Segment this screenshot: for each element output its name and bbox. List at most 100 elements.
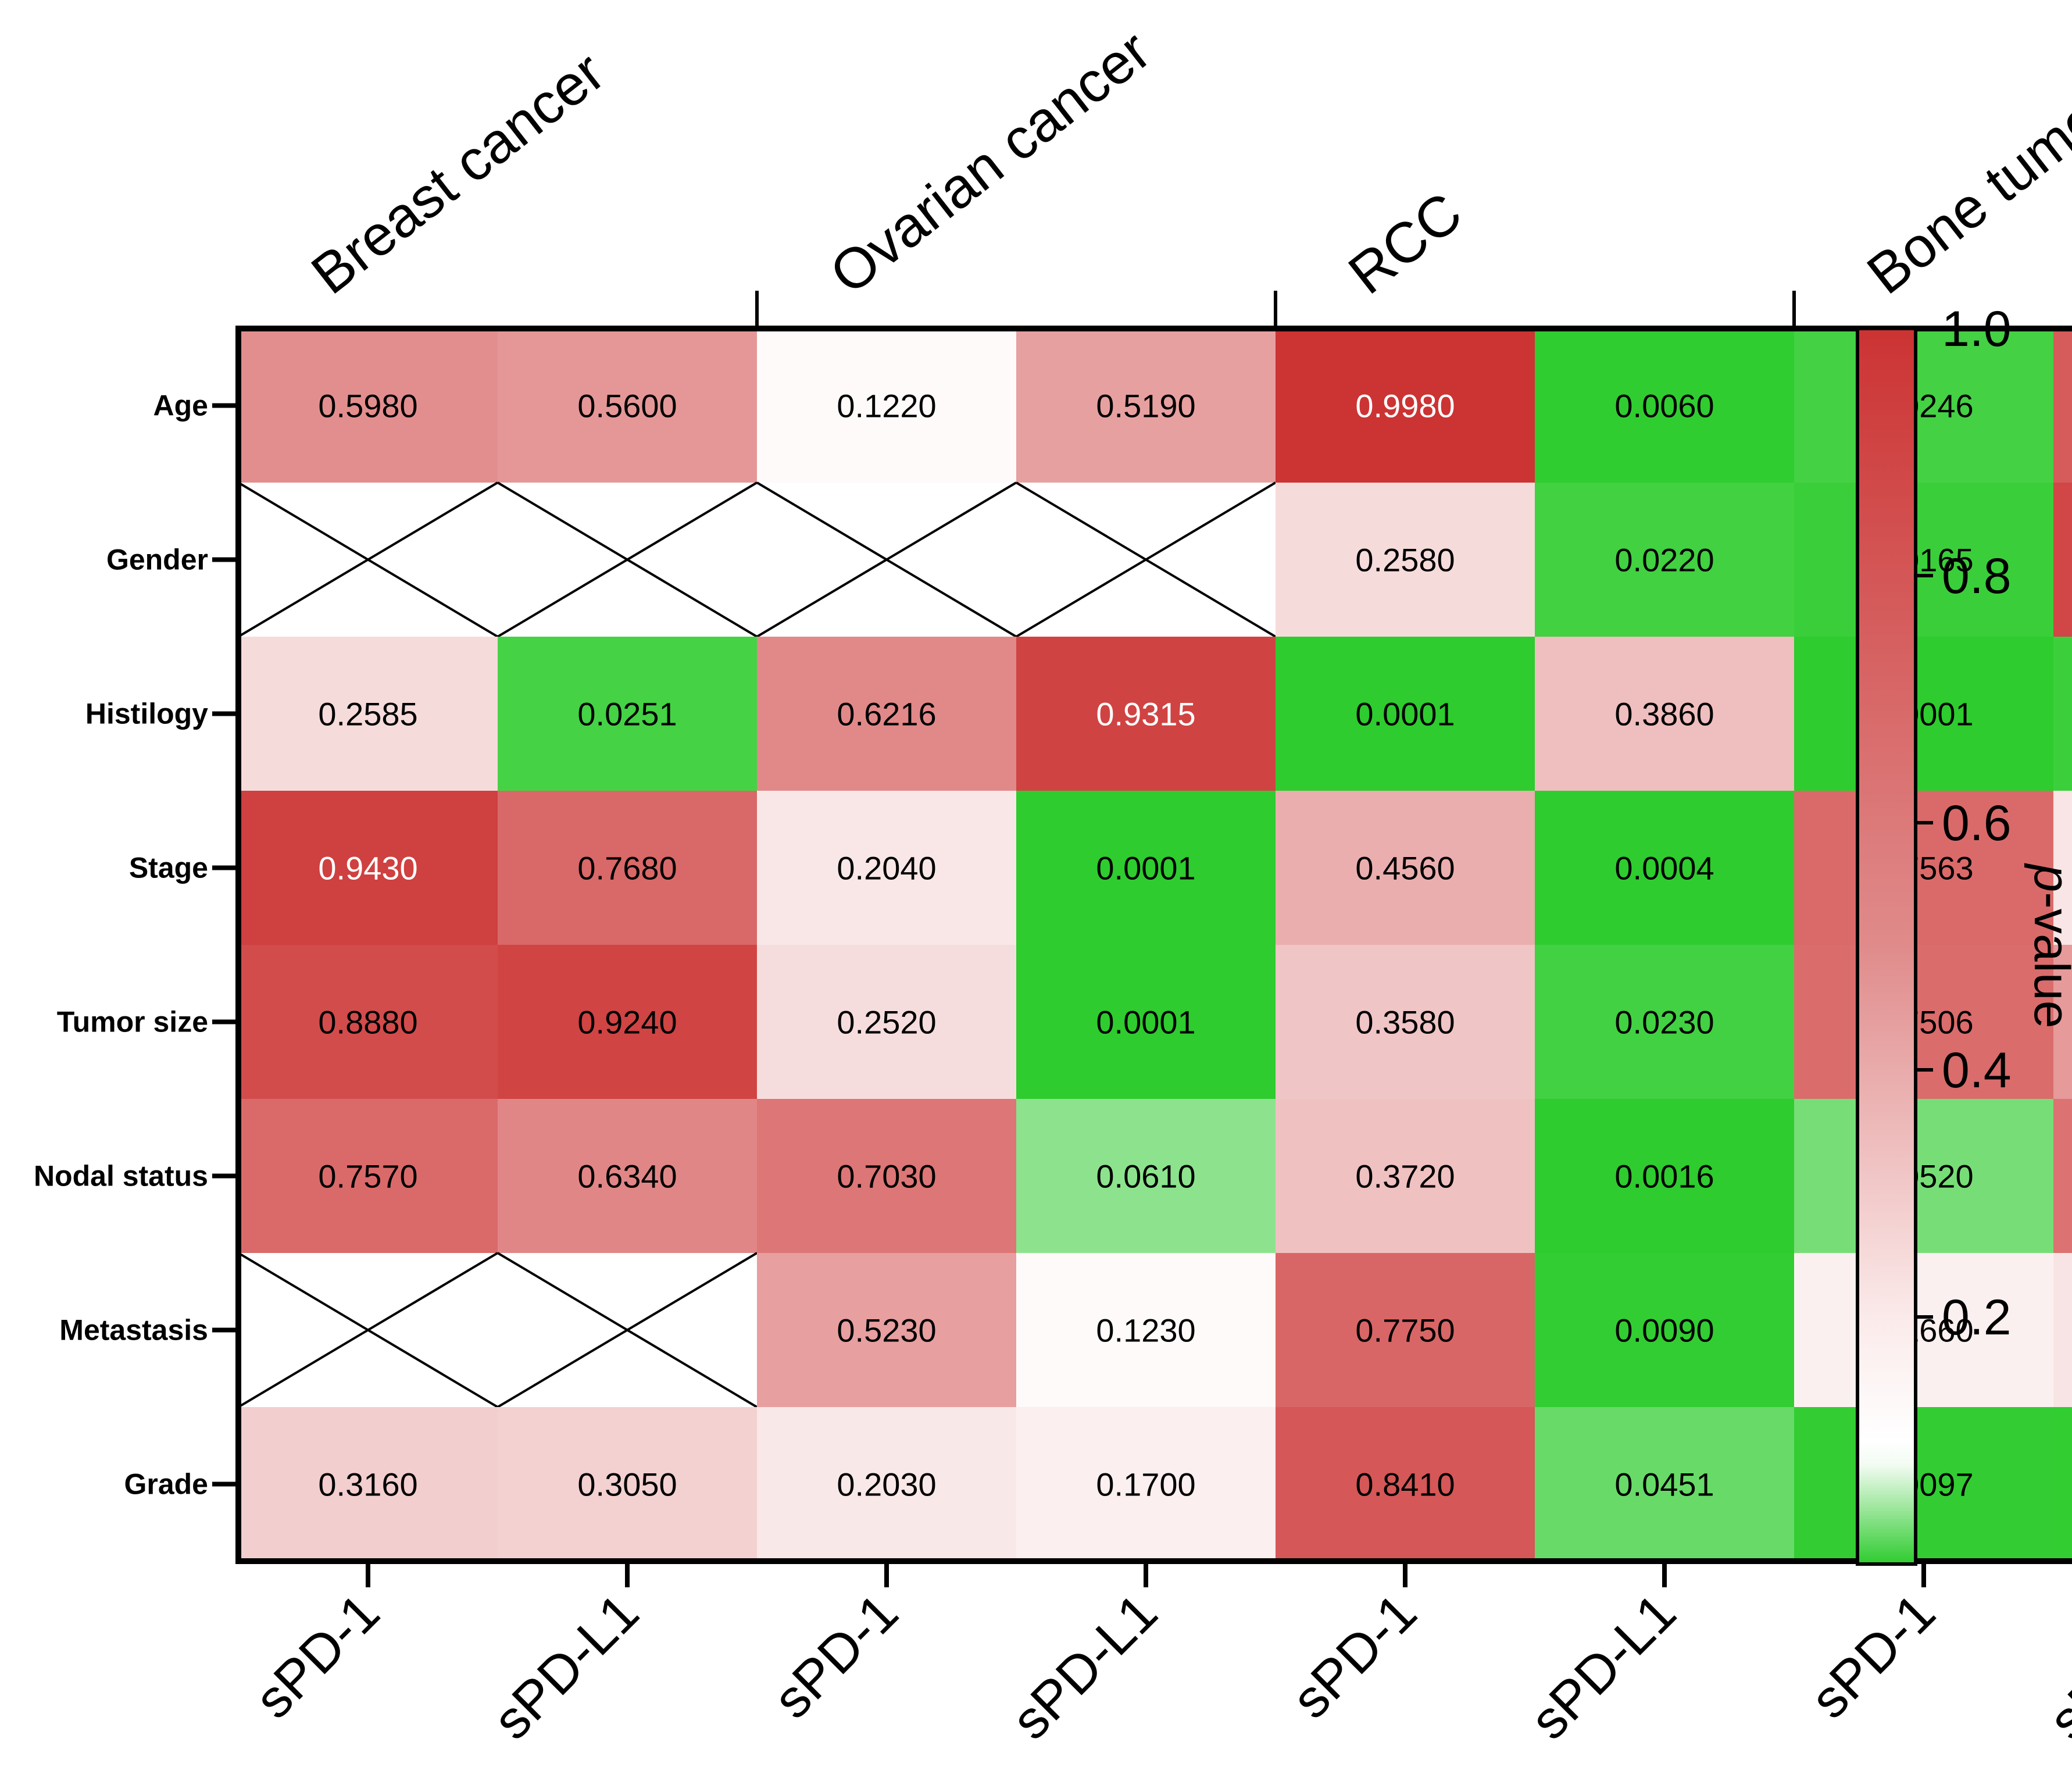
group-label: Bone tumors [1855, 57, 2072, 306]
heatmap-cell [1276, 1407, 1535, 1562]
cell-value: 0.0004 [1614, 850, 1714, 887]
heatmap-cell [2053, 791, 2072, 945]
cell-value: 0.0251 [577, 696, 677, 733]
heatmap-cell [2053, 483, 2072, 637]
cell-value: 0.9240 [577, 1004, 677, 1041]
heatmap-cell [1794, 1407, 2054, 1562]
heatmap-cell [498, 1099, 758, 1254]
cell-value: 0.0610 [1096, 1158, 1195, 1195]
heatmap-cell [1276, 637, 1535, 791]
row-label: Age [153, 390, 208, 422]
heatmap-cell [1535, 637, 1795, 791]
cell-value: 0.7570 [318, 1158, 417, 1195]
cell-value: 0.5230 [837, 1312, 936, 1349]
colorbar-tick-label: 0.2 [1942, 1290, 2012, 1345]
column-label: sPD-L1 [2038, 1583, 2072, 1751]
heatmap-frame [235, 291, 2072, 1587]
heatmap-cell [1794, 945, 2054, 1099]
cell-value: 0.0060 [1614, 388, 1714, 424]
heatmap-cell [238, 945, 498, 1099]
cell-value: 0.5980 [318, 388, 417, 424]
colorbar-title: p-value [2024, 862, 2072, 1028]
cell-value: 0.6216 [837, 696, 936, 733]
heatmap-cell [2053, 329, 2072, 483]
cell-value: 0.1700 [1096, 1466, 1195, 1503]
heatmap-cell [757, 1407, 1017, 1562]
group-label: RCC [1337, 180, 1473, 306]
cell-value: 0.0016 [1614, 1158, 1714, 1195]
row-label: Stage [129, 852, 208, 884]
column-label: sPD-L1 [482, 1583, 650, 1751]
group-labels: Breast cancer Ovarian cancer RCC Bone tumor… [299, 18, 2072, 306]
row-labels: Age Gender Histilogy Stage Tumor size Nodal s… [34, 390, 238, 1501]
cell-value: 0.7750 [1355, 1312, 1455, 1349]
heatmap-cell [498, 637, 758, 791]
row-label: Gender [106, 544, 208, 576]
heatmap-cell [1535, 1253, 1795, 1408]
cell-value: 0.2030 [837, 1466, 936, 1503]
heatmap-cell [757, 791, 1017, 945]
column-label: sPD-1 [762, 1583, 909, 1730]
heatmap-cell [1794, 1253, 2054, 1408]
heatmap-cell [238, 1099, 498, 1254]
heatmap-cell [1016, 945, 1276, 1099]
empty-cell-cross [237, 481, 499, 638]
cell-value: 0.2040 [837, 850, 936, 887]
cell-value: 0.3160 [318, 1466, 417, 1503]
cell-value: 0.0451 [1614, 1466, 1714, 1503]
heatmap-cells: 0.5980 0.5600 0.1220 0.5190 0.9980 0.0060 0.02… [237, 329, 2072, 1562]
colorbar-tick-label: 0.8 [1942, 548, 2012, 604]
heatmap-cell [1016, 1253, 1276, 1408]
heatmap-cell [1276, 791, 1535, 945]
colorbar-tick-label: 0.4 [1942, 1043, 2012, 1098]
cell-value: 0.0220 [1614, 542, 1714, 579]
group-label: Ovarian cancer [818, 18, 1162, 306]
heatmap-cell [757, 1099, 1017, 1254]
cell-value: 0.1220 [837, 388, 936, 424]
heatmap-cell [1276, 945, 1535, 1099]
cell-value: 0.5600 [577, 388, 677, 424]
heatmap-cell [238, 329, 498, 483]
cell-value: 0.0230 [1614, 1004, 1714, 1041]
heatmap-cell [1794, 791, 2054, 945]
empty-cell-cross [756, 481, 1017, 638]
cell-value: 0.2585 [318, 696, 417, 733]
cell-value: 0.9315 [1096, 696, 1195, 733]
heatmap-cell [1276, 1253, 1535, 1408]
colorbar-tick-label: 0.6 [1942, 795, 2012, 851]
heatmap-cell [1016, 1407, 1276, 1562]
heatmap-cell [1276, 483, 1535, 637]
heatmap-cell [238, 791, 498, 945]
heatmap-cell [757, 945, 1017, 1099]
colorbar-tick-label: 1.0 [1942, 301, 2012, 357]
heatmap-cell [1276, 1099, 1535, 1254]
cell-value: 0.0090 [1614, 1312, 1714, 1349]
cell-value: 0.3050 [577, 1466, 677, 1503]
column-label: sPD-1 [1799, 1583, 1946, 1730]
heatmap-cell [1016, 637, 1276, 791]
cell-value: 0.2520 [837, 1004, 936, 1041]
cell-value: 0.4560 [1355, 850, 1455, 887]
cell-value: 0.5190 [1096, 388, 1195, 424]
cell-value: 0.3580 [1355, 1004, 1455, 1041]
cell-value: 0.6340 [577, 1158, 677, 1195]
cell-value: 0.0001 [1096, 850, 1195, 887]
cell-value: 0.0001 [1355, 696, 1455, 733]
column-label: sPD-L1 [1001, 1583, 1169, 1751]
heatmap-cell [498, 945, 758, 1099]
heatmap-cell [238, 1407, 498, 1562]
cell-value: 0.1230 [1096, 1312, 1195, 1349]
heatmap-cell [1794, 1099, 2054, 1254]
heatmap-cell [1794, 637, 2054, 791]
column-label: sPD-L1 [1519, 1583, 1687, 1751]
heatmap-cell [1794, 483, 2054, 637]
heatmap-cell [1535, 945, 1795, 1099]
heatmap-cell [757, 1253, 1017, 1408]
cell-value: 0.7030 [837, 1158, 936, 1195]
heatmap-cell [1535, 483, 1795, 637]
heatmap-cell [757, 637, 1017, 791]
heatmap-cell [2053, 1407, 2072, 1562]
heatmap-cell [757, 329, 1017, 483]
cell-value: 0.3720 [1355, 1158, 1455, 1195]
